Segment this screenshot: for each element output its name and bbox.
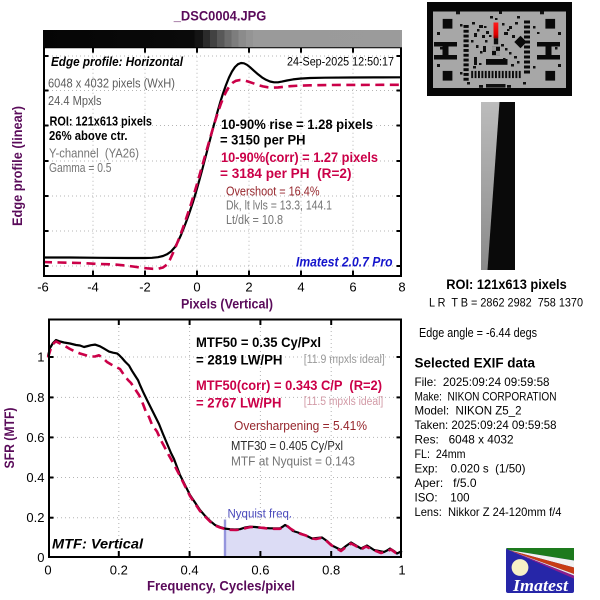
svg-text:0: 0 [37,550,44,565]
svg-text:8: 8 [398,280,405,295]
svg-text:10-90%(corr) = 1.27 pixels: 10-90%(corr) = 1.27 pixels [221,150,378,165]
svg-text:10-90% rise = 1.28 pixels: 10-90% rise = 1.28 pixels [221,117,373,132]
svg-text:[11.5 mpxls ideal]: [11.5 mpxls ideal] [304,396,384,408]
svg-text:6: 6 [349,280,356,295]
svg-text:MTF30 = 0.405 Cy/Pxl: MTF30 = 0.405 Cy/Pxl [231,439,343,453]
svg-text:1: 1 [398,563,405,578]
svg-text:[11.9 mpxls ideal]: [11.9 mpxls ideal] [304,354,385,366]
svg-text:-4: -4 [87,280,99,295]
svg-text:0.2: 0.2 [26,510,44,525]
svg-text:MTF50 = 0.35 Cy/Pxl: MTF50 = 0.35 Cy/Pxl [196,335,321,350]
svg-text:_DSC0004.JPG: _DSC0004.JPG [173,9,266,24]
svg-text:Dk, lt lvls = 13.3, 144.1: Dk, lt lvls = 13.3, 144.1 [226,199,332,213]
svg-text:0.8: 0.8 [322,563,340,578]
svg-text:6048 x 4032 pixels (WxH): 6048 x 4032 pixels (WxH) [48,77,175,91]
svg-text:Overshoot = 16.4%: Overshoot = 16.4% [226,185,320,199]
svg-text:= 2819 LW/PH: = 2819 LW/PH [196,353,283,368]
svg-text:0.4: 0.4 [26,470,44,485]
svg-text:26% above ctr.: 26% above ctr. [49,128,128,143]
svg-text:Exp: 0.020 s (1/50): Exp: 0.020 s (1/50) [415,462,526,476]
svg-text:Selected EXIF data: Selected EXIF data [415,356,536,372]
svg-text:24.4 Mpxls: 24.4 Mpxls [48,94,102,108]
svg-text:0: 0 [193,280,200,295]
svg-text:-6: -6 [37,280,49,295]
svg-text:MTF: Vertical: MTF: Vertical [52,537,143,552]
svg-text:Model: NIKON Z5_2: Model: NIKON Z5_2 [415,404,522,418]
svg-text:Y-channel (YA26): Y-channel (YA26) [49,147,139,161]
svg-text:= 2767 LW/PH: = 2767 LW/PH [196,396,282,411]
svg-text:Edge profile: Horizontal: Edge profile: Horizontal [51,54,183,69]
svg-text:4: 4 [297,280,304,295]
svg-text:0.4: 0.4 [181,563,199,578]
svg-text:Aper: f/5.0: Aper: f/5.0 [415,476,477,490]
svg-text:Taken: 2025:09:24 09:59:58: Taken: 2025:09:24 09:59:58 [415,418,557,432]
svg-text:Edge angle = -6.44 degs: Edge angle = -6.44 degs [419,326,537,340]
svg-text:1: 1 [37,350,44,365]
svg-text:Imatest 2.0.7 Pro: Imatest 2.0.7 Pro [296,255,393,270]
svg-text:MTF50(corr) = 0.343 C/P (R=2): MTF50(corr) = 0.343 C/P (R=2) [196,378,382,393]
svg-text:FL: 24mm: FL: 24mm [415,447,466,461]
svg-text:0.2: 0.2 [110,563,128,578]
svg-text:Nyquist freq.: Nyquist freq. [228,509,293,521]
svg-text:0.8: 0.8 [26,390,44,405]
svg-text:0.6: 0.6 [26,430,44,445]
svg-text:Gamma = 0.5: Gamma = 0.5 [49,161,112,175]
svg-text:0: 0 [44,563,51,578]
svg-text:= 3150 per PH: = 3150 per PH [220,133,306,148]
svg-text:2: 2 [245,280,252,295]
svg-text:Res: 6048 x 4032: Res: 6048 x 4032 [415,433,514,447]
svg-text:File: 2025:09:24 09:59:58: File: 2025:09:24 09:59:58 [415,375,550,389]
svg-text:L R T B = 2862 2982 758 1370: L R T B = 2862 2982 758 1370 [429,298,583,310]
svg-text:Lt/dk = 10.8: Lt/dk = 10.8 [226,213,283,227]
svg-text:24-Sep-2025 12:50:17: 24-Sep-2025 12:50:17 [287,57,394,69]
svg-text:Frequency, Cycles/pixel: Frequency, Cycles/pixel [147,579,295,594]
svg-text:ROI: 121x613 pixels: ROI: 121x613 pixels [50,114,153,129]
svg-text:ISO: 100: ISO: 100 [415,490,470,504]
svg-text:Lens: Nikkor Z 24-120mm f/4: Lens: Nikkor Z 24-120mm f/4 [415,505,562,519]
svg-text:-2: -2 [139,280,151,295]
svg-text:SFR (MTF): SFR (MTF) [2,408,17,469]
svg-text:0.6: 0.6 [251,563,269,578]
svg-text:= 3184 per PH (R=2): = 3184 per PH (R=2) [220,166,352,181]
svg-text:Edge profile (linear): Edge profile (linear) [10,106,25,226]
svg-text:Make: NIKON CORPORATION: Make: NIKON CORPORATION [415,389,557,403]
svg-text:Pixels (Vertical): Pixels (Vertical) [181,297,273,312]
svg-text:Oversharpening = 5.41%: Oversharpening = 5.41% [234,419,367,433]
svg-text:Imatest: Imatest [512,576,569,595]
svg-text:ROI: 121x613 pixels: ROI: 121x613 pixels [446,277,567,292]
svg-text:MTF at Nyquist = 0.143: MTF at Nyquist = 0.143 [231,455,355,469]
